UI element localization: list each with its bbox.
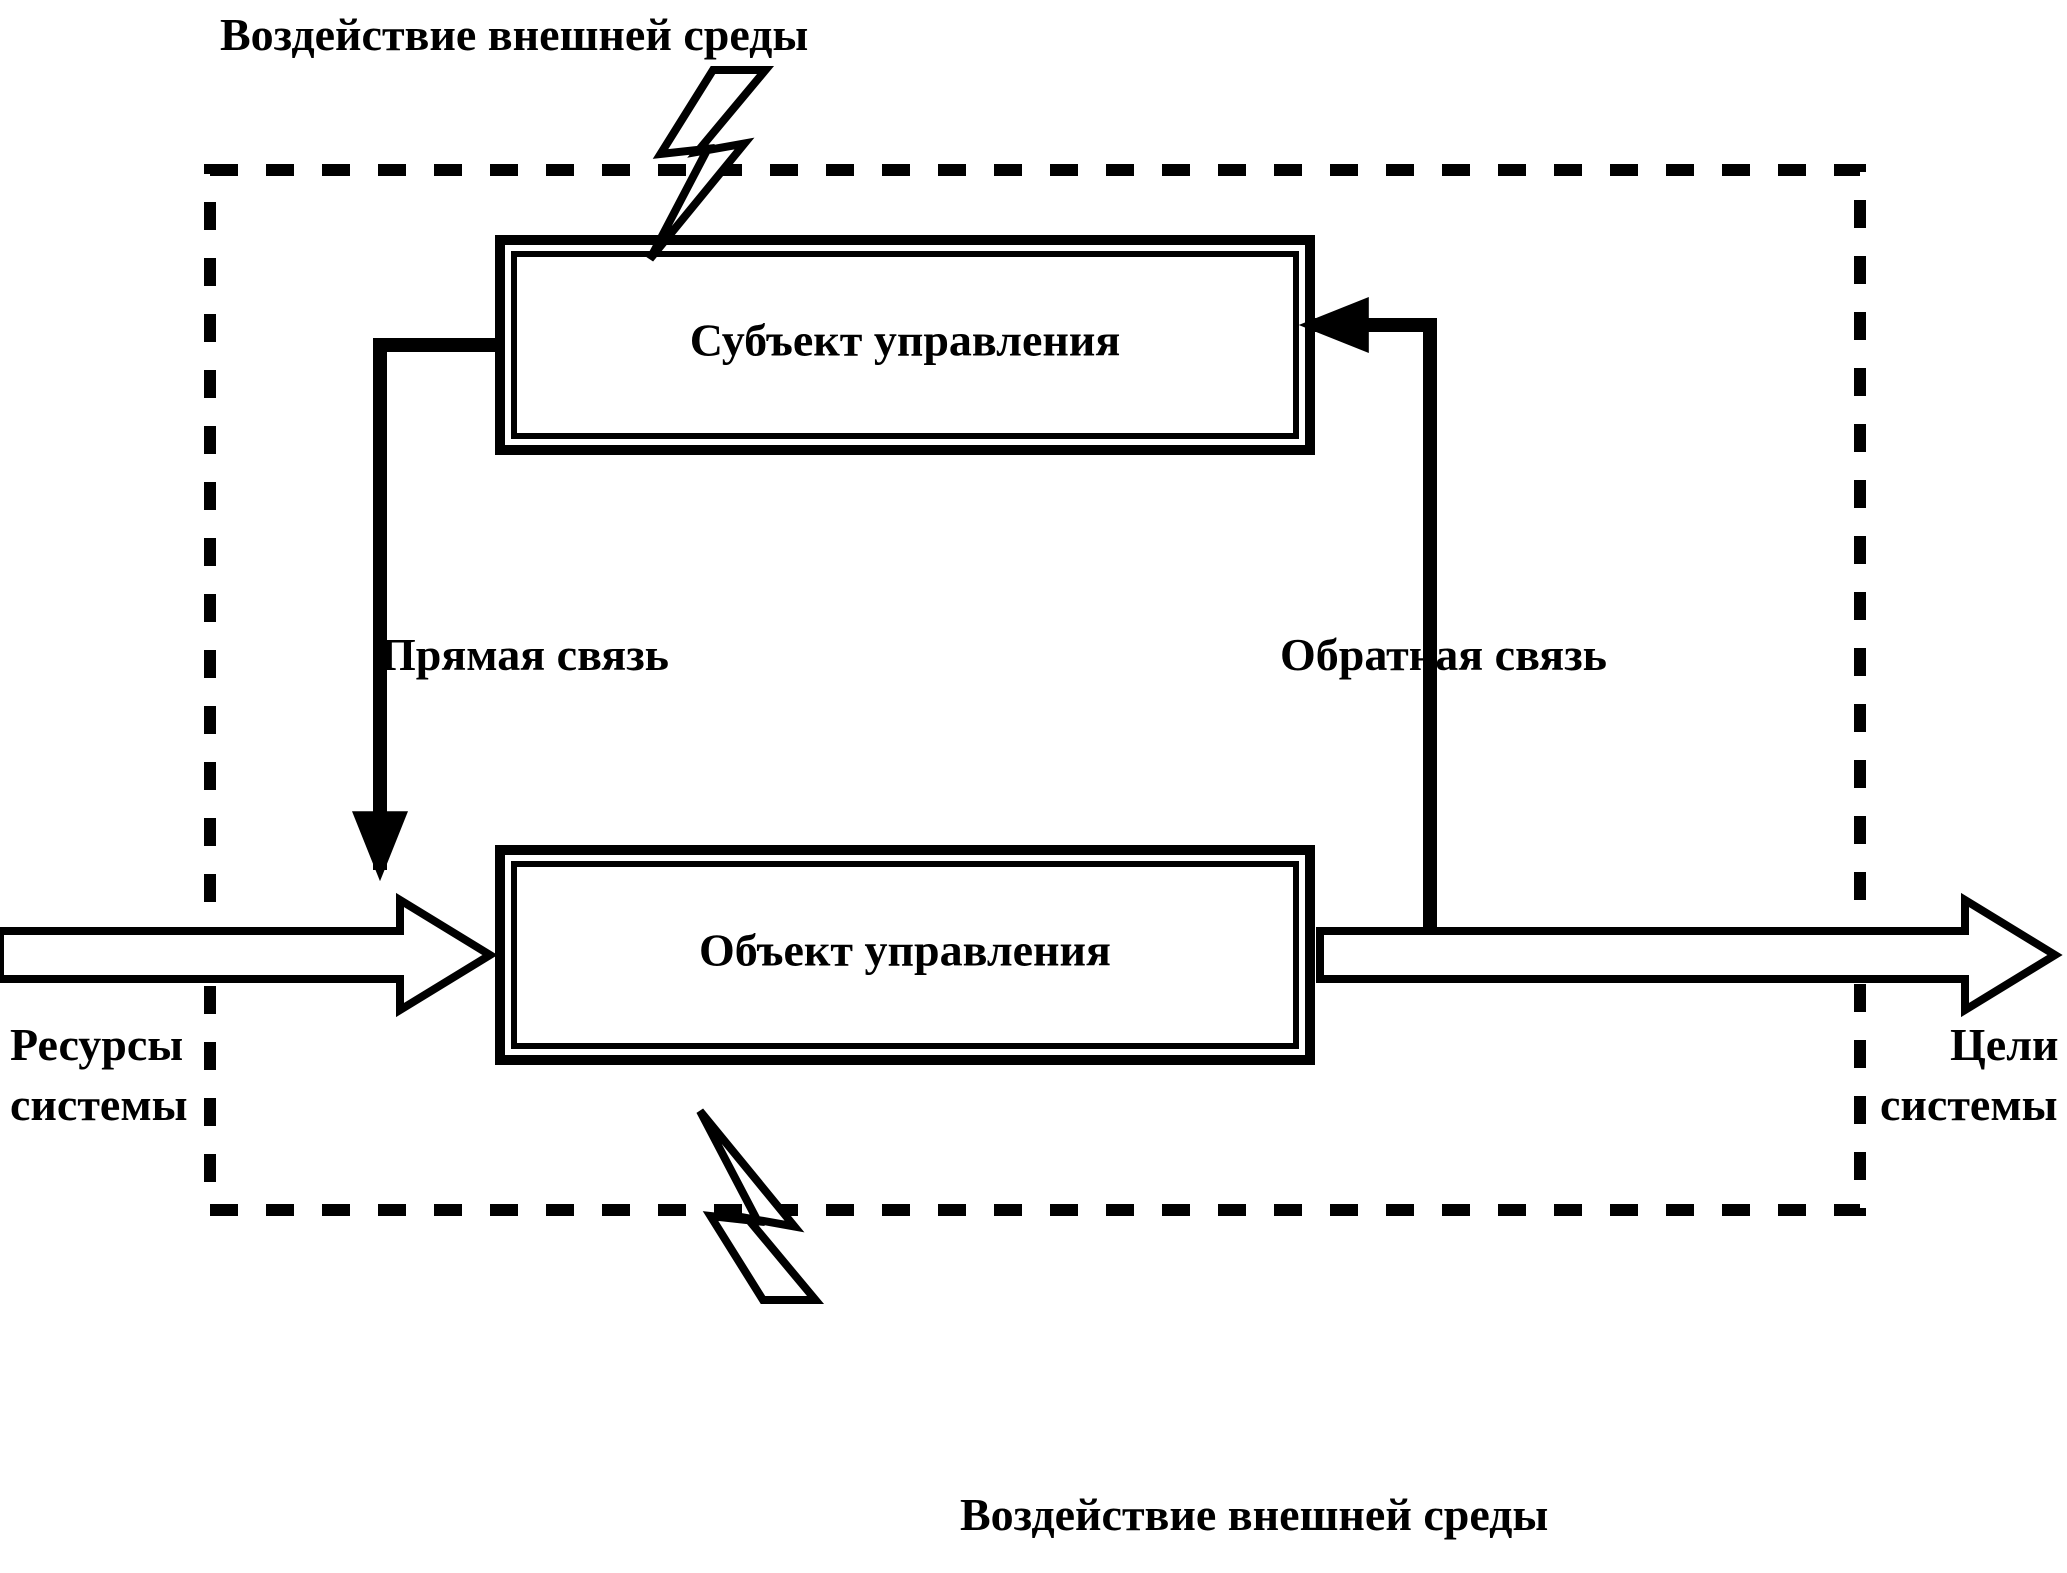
object-node-label: Объект управления (699, 925, 1111, 976)
env-top-label: Воздействие внешней среды (220, 9, 808, 60)
output-label-2: системы (1880, 1079, 2058, 1130)
subject-node-label: Субъект управления (690, 315, 1121, 366)
input-label-2: системы (10, 1079, 188, 1130)
feedback-link-label: Обратная связь (1280, 629, 1607, 680)
output-label-1: Цели (1950, 1019, 2059, 1070)
input-label-1: Ресурсы (10, 1019, 183, 1070)
object-node: Объект управления (500, 850, 1310, 1060)
subject-node: Субъект управления (500, 240, 1310, 450)
direct-link-label: Прямая связь (380, 629, 669, 680)
env-bottom-label: Воздействие внешней среды (960, 1489, 1548, 1540)
